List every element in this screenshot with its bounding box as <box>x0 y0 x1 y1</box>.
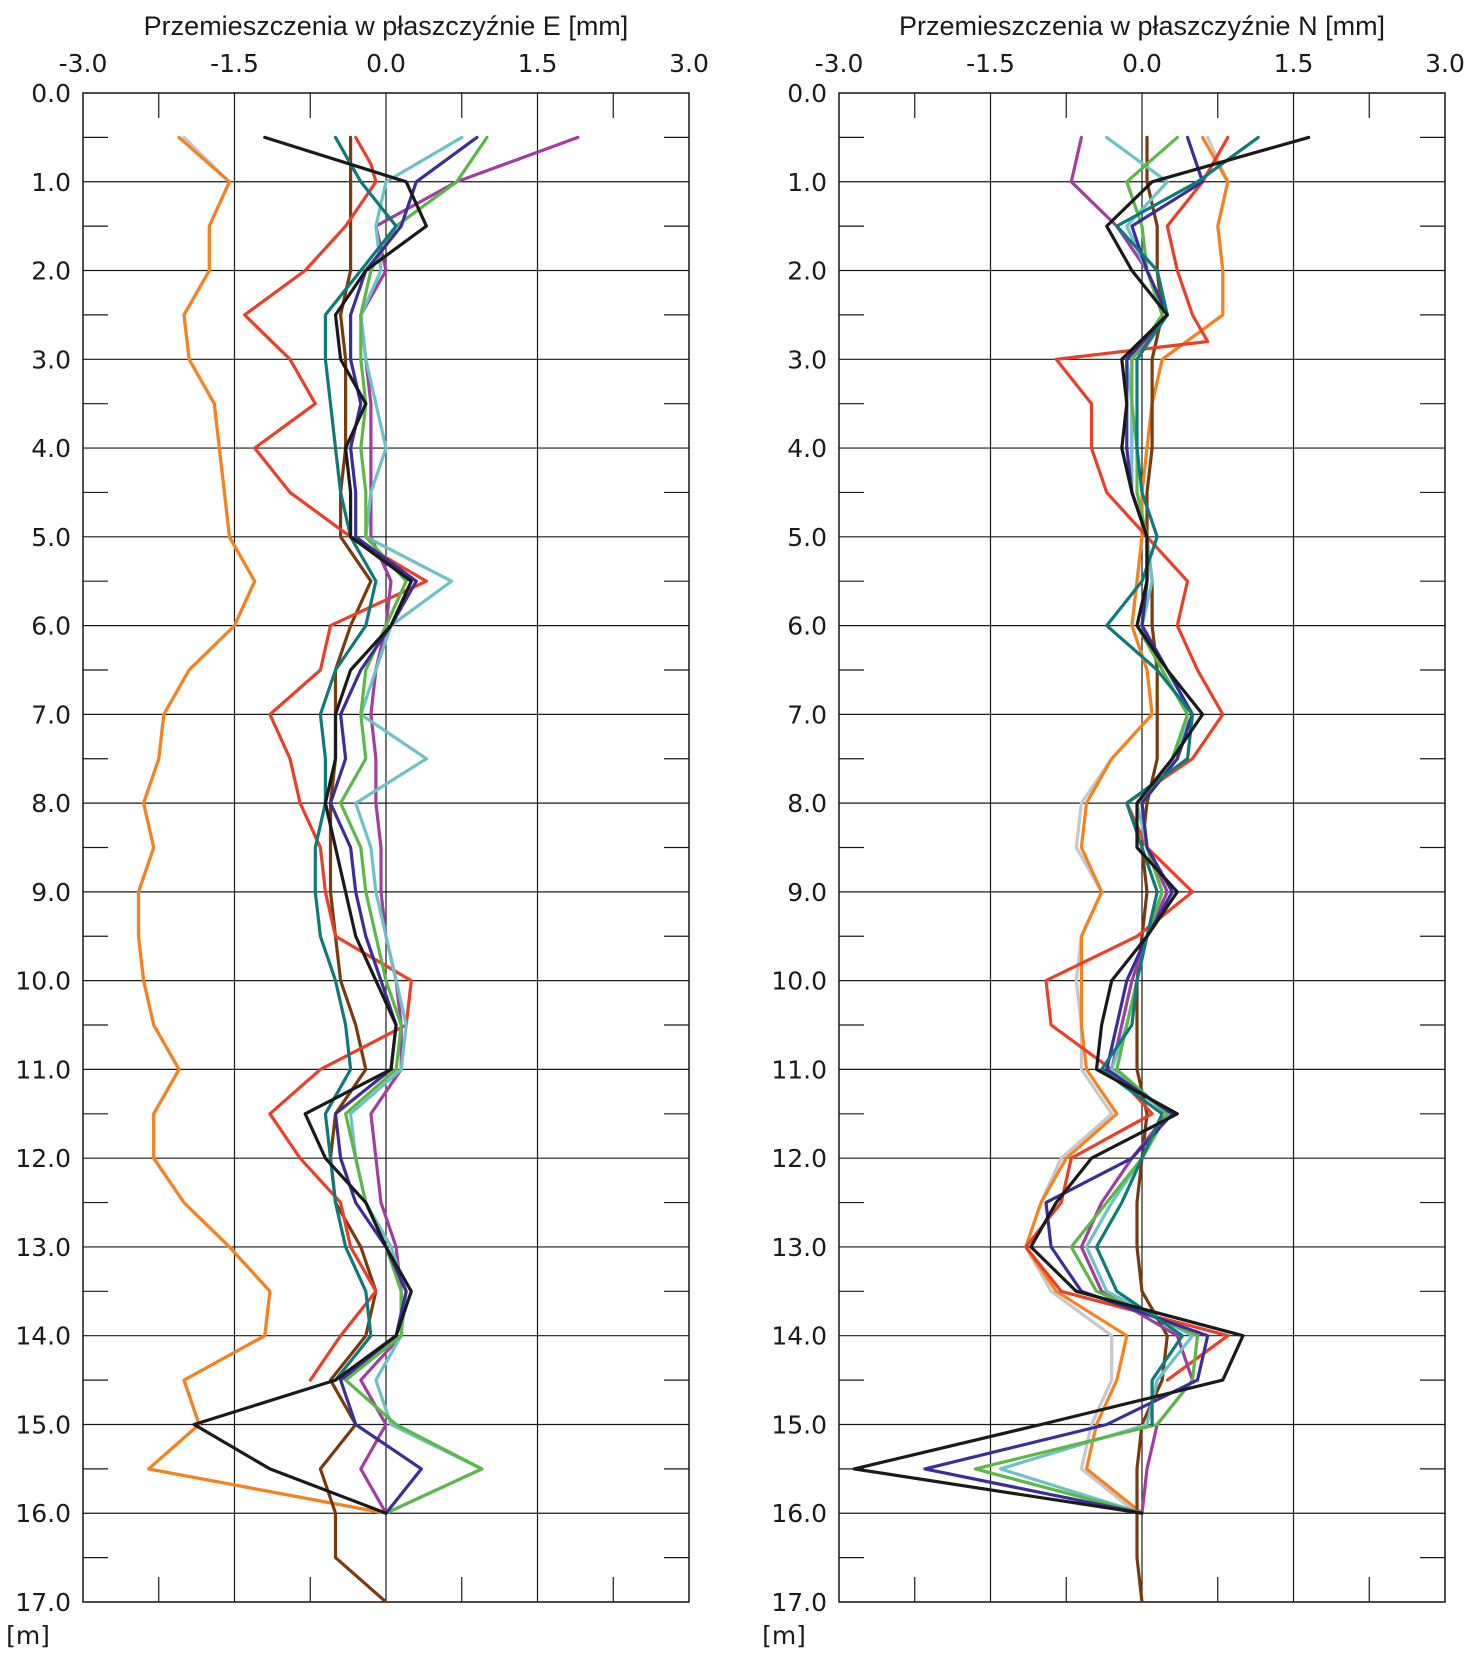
y-unit-label: [m] <box>6 1621 50 1650</box>
y-tick-label: 1.0 <box>787 168 827 197</box>
y-tick-label: 4.0 <box>31 434 71 463</box>
y-tick-label: 11.0 <box>15 1055 71 1084</box>
series-group <box>136 135 580 1602</box>
y-tick-label: 12.0 <box>15 1144 71 1173</box>
y-tick-label: 2.0 <box>787 257 827 286</box>
y-tick-label: 8.0 <box>31 789 71 818</box>
y-tick-label: 7.0 <box>787 700 827 729</box>
series-line-10 <box>852 135 1311 1515</box>
y-tick-label: 8.0 <box>787 789 827 818</box>
chart-title-e: Przemieszczenia w płaszczyźnie E [mm] <box>144 11 629 41</box>
series-line-7 <box>339 135 489 1515</box>
series-line-9 <box>1094 135 1260 1427</box>
series-line-2 <box>136 135 388 1515</box>
y-tick-label: 13.0 <box>771 1233 827 1262</box>
y-tick-label: 15.0 <box>15 1410 71 1439</box>
series-line-5 <box>359 135 580 1515</box>
y-tick-label: 3.0 <box>787 345 827 374</box>
y-tick-label: 10.0 <box>15 967 71 996</box>
series-line-1 <box>136 135 388 1515</box>
y-tick-label: 3.0 <box>31 345 71 374</box>
y-tick-label: 14.0 <box>15 1322 71 1351</box>
y-tick-label: 14.0 <box>771 1322 827 1351</box>
series-line-7 <box>973 135 1200 1515</box>
series-group <box>852 135 1311 1602</box>
y-tick-label: 5.0 <box>787 523 827 552</box>
series-line-4 <box>243 135 428 1382</box>
chart-title-n: Przemieszczenia w płaszczyźnie N [mm] <box>899 11 1385 41</box>
y-tick-label: 0.0 <box>31 79 71 108</box>
series-line-3 <box>318 135 388 1602</box>
y-tick-label: 7.0 <box>31 700 71 729</box>
series-line-6 <box>998 135 1195 1515</box>
y-tick-label: 0.0 <box>787 79 827 108</box>
series-line-8 <box>328 135 479 1515</box>
x-tick-label: 1.5 <box>518 49 558 78</box>
y-tick-label: 12.0 <box>771 1144 827 1173</box>
y-tick-label: 4.0 <box>787 434 827 463</box>
y-tick-label: 2.0 <box>31 257 71 286</box>
y-tick-label: 1.0 <box>31 168 71 197</box>
y-tick-label: 16.0 <box>15 1499 71 1528</box>
x-tick-label: 0.0 <box>1122 49 1162 78</box>
y-tick-label: 17.0 <box>771 1588 827 1617</box>
x-tick-label: 3.0 <box>1425 49 1465 78</box>
x-tick-label: 3.0 <box>669 49 709 78</box>
series-line-2 <box>1024 135 1230 1515</box>
y-tick-label: 6.0 <box>787 612 827 641</box>
series-line-6 <box>349 135 484 1515</box>
chart-panel-n: Przemieszczenia w płaszczyźnie N [mm] -3.… <box>762 11 1465 1650</box>
series-line-8 <box>923 135 1210 1515</box>
y-tick-label: 17.0 <box>15 1588 71 1617</box>
x-tick-label: -3.0 <box>59 49 108 78</box>
y-tick-label: 11.0 <box>771 1055 827 1084</box>
y-tick-label: 16.0 <box>771 1499 827 1528</box>
y-tick-label: 5.0 <box>31 523 71 552</box>
y-unit-label: [m] <box>762 1621 806 1650</box>
x-tick-label: -1.5 <box>966 49 1015 78</box>
y-tick-label: 15.0 <box>771 1410 827 1439</box>
x-tick-label: 0.0 <box>366 49 406 78</box>
series-line-3 <box>1135 135 1169 1602</box>
x-tick-label: -1.5 <box>210 49 259 78</box>
y-tick-label: 10.0 <box>771 967 827 996</box>
series-line-9 <box>313 135 398 1382</box>
y-tick-label: 6.0 <box>31 612 71 641</box>
chart-panel-e: Przemieszczenia w płaszczyźnie E [mm] -3.… <box>6 11 709 1650</box>
series-line-4 <box>1024 135 1230 1382</box>
x-tick-label: -3.0 <box>815 49 864 78</box>
y-tick-label: 9.0 <box>31 878 71 907</box>
x-tick-label: 1.5 <box>1274 49 1314 78</box>
y-tick-label: 13.0 <box>15 1233 71 1262</box>
y-tick-label: 9.0 <box>787 878 827 907</box>
series-line-10 <box>192 135 428 1515</box>
